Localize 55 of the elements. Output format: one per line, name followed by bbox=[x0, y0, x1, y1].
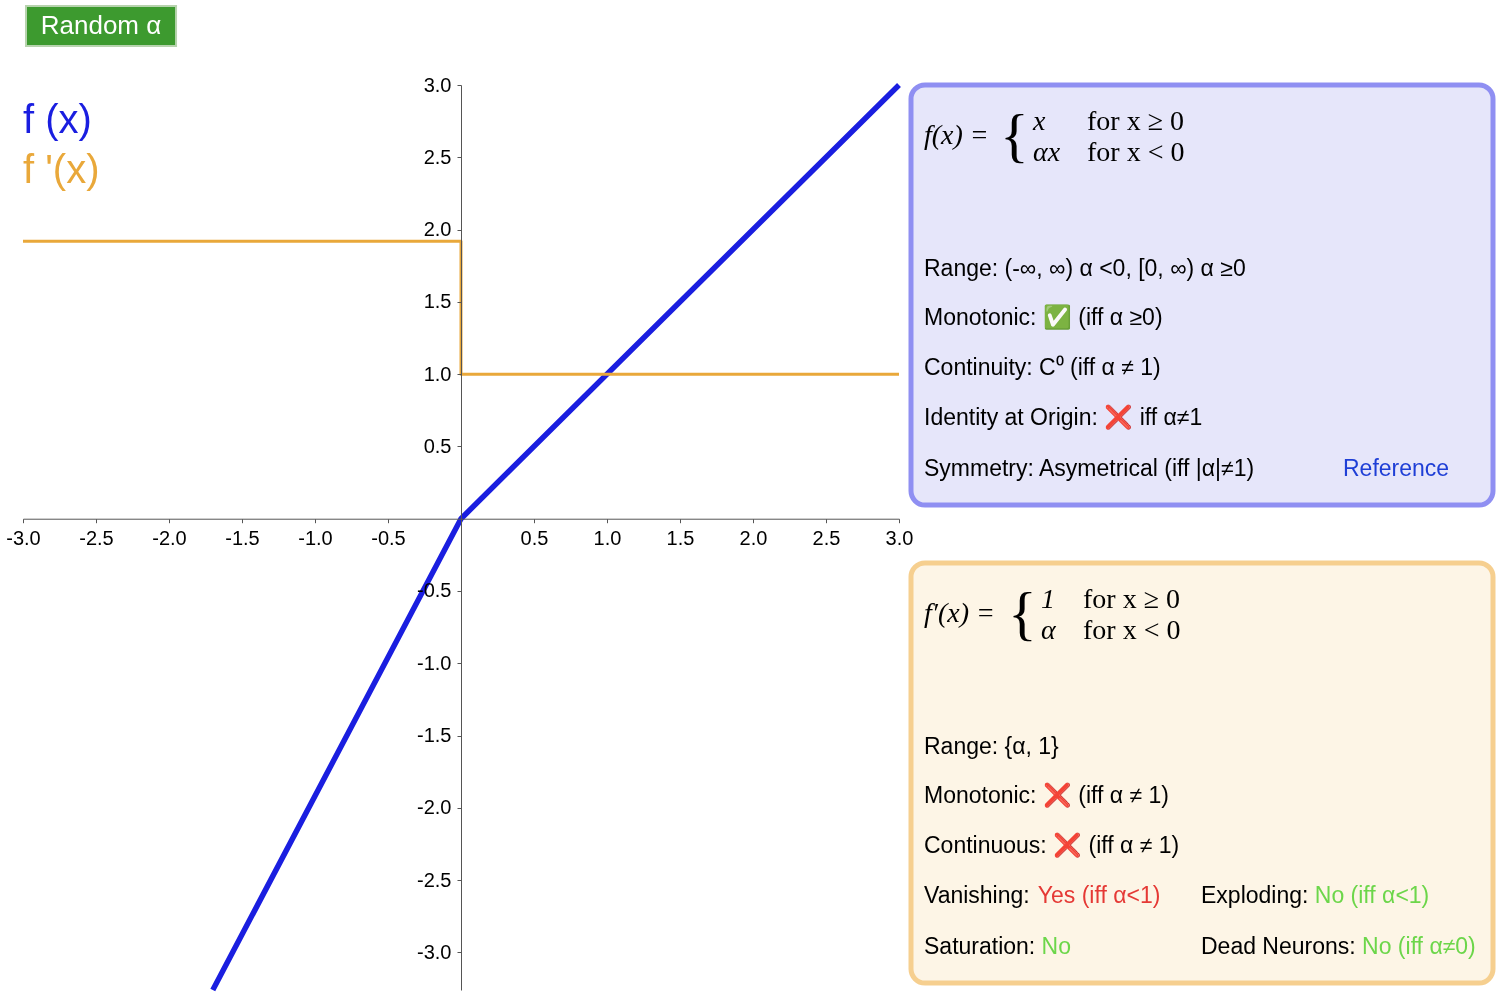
text: Continuous: ❌ (iff α ≠ 1) bbox=[924, 832, 1180, 859]
text: No bbox=[1041, 933, 1072, 959]
x-tick-label: -1.5 bbox=[225, 527, 260, 550]
x-tick-label: 2.5 bbox=[812, 527, 841, 550]
text: Symmetry: Asymetrical (iff |α|≠1) bbox=[924, 455, 1255, 481]
text: Monotonic: ❌ (iff α ≠ 1) bbox=[924, 782, 1169, 809]
text: Random α bbox=[40, 10, 162, 40]
text: 1 bbox=[1041, 583, 1055, 614]
text: Exploding: bbox=[1201, 882, 1309, 908]
text: for x < 0 bbox=[1087, 136, 1185, 167]
x-tick-label: 1.0 bbox=[593, 527, 622, 550]
text: for x ≥ 0 bbox=[1087, 105, 1185, 136]
series-label: f '(x) bbox=[23, 147, 100, 191]
text: Reference bbox=[1343, 455, 1450, 481]
y-tick-label: -2.5 bbox=[417, 868, 452, 891]
y-tick-label: -1.5 bbox=[417, 724, 452, 747]
text: for x < 0 bbox=[1083, 614, 1181, 645]
y-tick-label: -2.0 bbox=[417, 796, 452, 819]
text: f(x) = bbox=[924, 119, 989, 150]
text: Vanishing: bbox=[924, 882, 1030, 908]
x-tick-label: -3.0 bbox=[6, 527, 41, 550]
y-tick-label: 3.0 bbox=[423, 73, 452, 96]
x-tick-label: 2.0 bbox=[739, 527, 768, 550]
text: Identity at Origin: ❌ iff α≠1 bbox=[924, 404, 1203, 431]
text: Range: (-∞, ∞) α <0, [0, ∞) α ≥0 bbox=[924, 255, 1246, 281]
x-tick-label: -1.0 bbox=[298, 527, 333, 550]
x-tick-label: -2.0 bbox=[152, 527, 187, 550]
text: Dead Neurons: bbox=[1201, 933, 1356, 959]
text: { bbox=[1000, 102, 1029, 168]
text: f (x) bbox=[23, 97, 92, 141]
text: Range: {α, 1} bbox=[924, 733, 1060, 759]
text: x bbox=[1032, 105, 1046, 136]
text: Saturation: bbox=[924, 933, 1036, 959]
text: Continuity: C⁰ (iff α ≠ 1) bbox=[924, 354, 1161, 380]
y-tick-label: -1.0 bbox=[417, 651, 452, 674]
text: α bbox=[1041, 614, 1057, 645]
text: Yes (iff α<1) bbox=[1037, 882, 1161, 908]
y-tick-label: 2.5 bbox=[423, 145, 452, 168]
y-tick-label: 1.5 bbox=[423, 290, 452, 313]
x-tick-label: 1.5 bbox=[666, 527, 695, 550]
text: f′(x) = bbox=[924, 597, 995, 628]
y-tick-label: 0.5 bbox=[423, 434, 452, 457]
text: Monotonic: ✅ (iff α ≥0) bbox=[924, 304, 1163, 331]
x-tick-label: 0.5 bbox=[520, 527, 549, 550]
y-tick-label: 2.0 bbox=[423, 218, 452, 241]
y-tick-label: 1.0 bbox=[423, 362, 452, 385]
text: for x ≥ 0 bbox=[1083, 583, 1181, 614]
text: No (iff α≠0) bbox=[1362, 933, 1476, 959]
text: { bbox=[1008, 580, 1037, 646]
y-tick-label: -3.0 bbox=[417, 940, 452, 963]
x-tick-label: -0.5 bbox=[371, 527, 406, 550]
text: αx bbox=[1033, 136, 1061, 167]
text: No (iff α<1) bbox=[1314, 882, 1430, 908]
x-tick-label: 3.0 bbox=[885, 527, 914, 550]
x-tick-label: -2.5 bbox=[79, 527, 114, 550]
